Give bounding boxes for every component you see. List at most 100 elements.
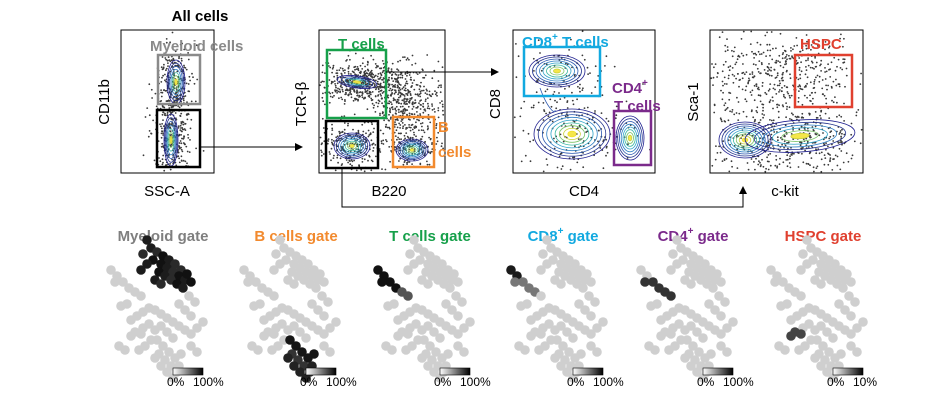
event-dot (834, 69, 837, 72)
tree-node (449, 269, 459, 279)
event-dot (789, 166, 792, 169)
event-dot (792, 48, 794, 51)
event-dot (381, 102, 383, 105)
event-dot (820, 117, 822, 119)
event-dot (816, 74, 819, 77)
event-dot (759, 53, 761, 56)
event-dot (187, 90, 190, 93)
event-dot (346, 79, 349, 82)
tree-node (443, 349, 453, 359)
event-dot (395, 113, 397, 115)
event-dot (774, 88, 776, 91)
event-dot (376, 75, 379, 78)
event-dot (805, 66, 807, 68)
event-dot (336, 156, 339, 159)
event-dot (350, 159, 353, 162)
event-dot (343, 103, 346, 105)
event-dot (566, 101, 569, 103)
event-dot (441, 66, 444, 69)
tree-node (459, 323, 469, 333)
event-dot (769, 119, 771, 121)
event-dot (178, 142, 181, 144)
event-dot (411, 96, 413, 99)
tree-node (192, 323, 202, 333)
event-dot (372, 150, 374, 152)
event-dot (721, 70, 724, 73)
event-dot (840, 139, 842, 142)
event-dot (536, 129, 539, 131)
colorbar-min-label: 0% (434, 375, 452, 389)
event-dot (841, 128, 843, 131)
event-dot (578, 87, 581, 90)
event-dot (766, 49, 769, 52)
gate-myeloid[interactable] (156, 53, 202, 106)
event-dot (798, 69, 801, 71)
gate-nonmyeloid[interactable] (155, 108, 202, 169)
event-dot (347, 124, 349, 127)
gate-bcells[interactable] (391, 115, 436, 169)
event-dot (408, 100, 411, 103)
event-dot (781, 53, 784, 56)
tree-title-main: HSPC gate (785, 228, 862, 245)
event-dot (388, 89, 391, 92)
event-dot (388, 79, 390, 81)
event-dot (322, 100, 325, 103)
density-contour (727, 127, 763, 153)
event-dot (169, 100, 171, 102)
tree-node (818, 341, 828, 351)
event-dot (825, 70, 828, 73)
event-dot (825, 142, 827, 145)
event-dot (153, 159, 156, 162)
colorbar-min-label: 0% (697, 375, 715, 389)
event-dot (724, 60, 727, 63)
event-dot (545, 158, 548, 161)
tree-node (239, 265, 249, 275)
event-dot (605, 55, 608, 58)
event-dot (409, 126, 412, 129)
event-dot (172, 105, 175, 108)
event-dot (398, 138, 401, 141)
event-dot (387, 102, 389, 105)
event-dot (789, 73, 791, 76)
gate-cd8[interactable] (522, 45, 602, 98)
density-contour (335, 134, 369, 158)
event-dot (408, 58, 410, 61)
event-dot (380, 140, 383, 143)
event-dot (757, 122, 760, 124)
density-contour (340, 137, 364, 155)
gate-double-neg[interactable] (324, 119, 380, 170)
event-dot (369, 83, 371, 86)
event-dot (809, 81, 812, 84)
gate-hspc[interactable] (793, 53, 854, 109)
gate-cd4[interactable] (612, 109, 653, 167)
event-dot (532, 57, 535, 60)
gate-tcells[interactable] (325, 48, 388, 120)
event-dot (321, 80, 324, 83)
gating-arrows (201, 68, 747, 208)
event-dot (767, 89, 770, 92)
event-dot (823, 94, 826, 97)
density-contour (169, 65, 183, 99)
axis-y-label: Sca-1 (685, 82, 702, 121)
event-dot (859, 83, 862, 85)
event-dot (790, 47, 792, 49)
event-dot (615, 105, 618, 108)
density-contour (344, 140, 360, 152)
event-dot (389, 109, 392, 111)
event-dot (419, 163, 422, 166)
event-dot (335, 86, 337, 89)
tree-node (315, 269, 325, 279)
event-dot (361, 91, 364, 94)
event-dot (329, 66, 332, 69)
event-dot (389, 72, 391, 74)
tree-title-main: B cells gate (254, 228, 337, 245)
density-contour (730, 129, 760, 151)
tree-node (836, 349, 846, 359)
event-dot (406, 127, 409, 129)
density-contour (407, 146, 417, 154)
density-contour (772, 127, 828, 145)
event-dot (724, 109, 727, 112)
event-dot (409, 136, 412, 139)
event-dot (839, 168, 842, 171)
event-dot (765, 93, 768, 96)
